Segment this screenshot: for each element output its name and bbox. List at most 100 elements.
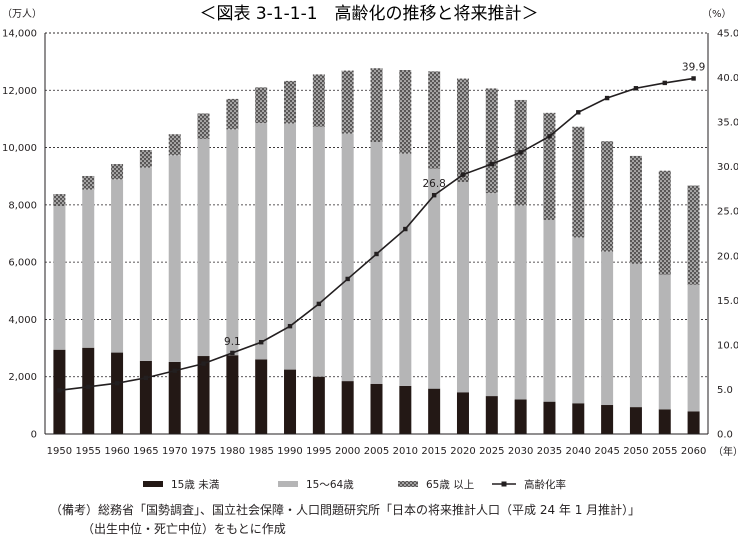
bar-15-64 <box>428 168 441 389</box>
bar-15-64 <box>53 206 66 350</box>
bar-under-15 <box>197 356 210 434</box>
aging-rate-point <box>403 226 408 232</box>
bar-65-plus <box>341 70 354 134</box>
bar-15-64 <box>168 155 181 362</box>
x-tick-label: 2055 <box>652 446 677 457</box>
x-tick-label: 2030 <box>508 446 533 457</box>
bar-under-15 <box>255 359 268 434</box>
aging-rate-point <box>547 134 552 139</box>
x-axis-ticks: 1950 1955 1960 1965 1970 1975 1980 1985 1990 1995… <box>47 446 707 457</box>
bar-65-plus <box>284 80 297 124</box>
bar-65-plus <box>601 141 614 252</box>
aging-rate-point <box>114 381 120 386</box>
x-tick-label: 1980 <box>220 446 245 457</box>
bar-15-64 <box>111 179 124 353</box>
bar-65-plus <box>255 87 268 124</box>
right-tick-label: 20.0 <box>717 251 738 262</box>
right-tick-label: 15.0 <box>717 296 738 307</box>
x-tick-label: 2005 <box>364 446 389 457</box>
aging-rate-point <box>316 301 322 307</box>
bar-65-plus <box>53 194 66 207</box>
aging-rate-point <box>287 323 293 329</box>
bar-65-plus <box>428 71 441 169</box>
x-tick-label: 2050 <box>623 446 648 457</box>
aging-rate-point <box>489 161 495 167</box>
aging-rate-point <box>604 95 610 101</box>
legend-line-marker <box>501 481 507 487</box>
x-tick-label: 2060 <box>681 446 706 457</box>
right-tick-label: 0.0 <box>717 430 733 441</box>
left-tick-label: 4,000 <box>8 315 37 326</box>
aging-rate-point <box>518 150 523 155</box>
left-axis-unit: （万人） <box>2 8 42 20</box>
bar-15-64 <box>658 274 671 410</box>
bar-under-15 <box>226 355 239 434</box>
chart-title: ＜図表 3-1-1-1 高齢化の推移と将来推計＞ <box>199 4 538 24</box>
data-label: 26.8 <box>422 178 445 190</box>
x-axis-unit: （年） <box>713 445 738 458</box>
x-tick-label: 1975 <box>191 446 216 457</box>
bar-under-15 <box>543 401 556 434</box>
bar-under-15 <box>168 361 181 434</box>
note-line-2: （出生中位・死亡中位）をもとに作成 <box>82 522 286 536</box>
legend-swatch <box>143 481 163 487</box>
bar-under-15 <box>572 403 585 434</box>
x-tick-label: 1960 <box>104 446 129 457</box>
bar-15-64 <box>687 284 700 412</box>
left-tick-label: 2,000 <box>8 372 37 383</box>
legend-label: 65歳 以上 <box>426 479 474 491</box>
right-tick-label: 5.0 <box>717 385 733 396</box>
bar-under-15 <box>687 411 700 434</box>
bar-under-15 <box>370 383 383 434</box>
aging-rate-point <box>230 350 235 356</box>
bar-under-15 <box>312 376 325 434</box>
legend: 15歳 未満 15～64歳 65歳 以上 高齢化率 <box>143 478 566 491</box>
bar-under-15 <box>111 352 124 434</box>
bar-65-plus <box>543 112 556 220</box>
bar-15-64 <box>82 189 95 348</box>
data-label: 39.9 <box>682 61 705 73</box>
right-tick-label: 45.0 <box>717 29 738 40</box>
left-tick-label: 6,000 <box>8 258 37 269</box>
bar-65-plus <box>399 70 412 154</box>
bar-15-64 <box>341 133 354 382</box>
aging-rate-point <box>57 388 62 393</box>
bar-under-15 <box>428 388 441 434</box>
data-label: 9.1 <box>224 336 241 348</box>
left-axis-ticks: 0 2,000 4,000 6,000 8,000 10,000 12,000 14,000 <box>2 29 37 441</box>
legend-label: 15歳 未満 <box>171 479 220 491</box>
note-line-1: （備考）総務省「国勢調査」、国立社会保障・人口問題研究所「日本の将来推計人口（平… <box>50 503 641 517</box>
x-tick-label: 2010 <box>393 446 418 457</box>
aging-rate-point <box>576 110 581 115</box>
axes <box>44 32 709 435</box>
bars <box>53 68 700 434</box>
right-axis-unit: （%） <box>702 8 732 20</box>
bar-15-64 <box>370 142 383 384</box>
aging-rate-point <box>374 251 379 257</box>
bar-65-plus <box>82 175 95 190</box>
bar-15-64 <box>601 251 614 406</box>
right-tick-label: 10.0 <box>717 340 738 351</box>
aging-rate-line <box>57 76 696 393</box>
legend-swatch <box>278 481 298 487</box>
x-tick-label: 2035 <box>537 446 562 457</box>
bar-65-plus <box>485 88 498 194</box>
bar-65-plus <box>658 170 671 275</box>
aging-rate-point <box>258 340 264 345</box>
bar-under-15 <box>514 399 527 434</box>
bar-15-64 <box>514 205 527 400</box>
right-tick-label: 30.0 <box>717 162 738 173</box>
bar-15-64 <box>456 182 469 393</box>
bar-under-15 <box>485 396 498 434</box>
aging-rate-point <box>460 172 466 177</box>
bar-65-plus <box>572 126 585 238</box>
bar-65-plus <box>456 78 469 183</box>
bar-65-plus <box>312 74 325 127</box>
aging-rate-point <box>201 361 206 366</box>
bar-under-15 <box>456 392 469 434</box>
chart: ＜図表 3-1-1-1 高齢化の推移と将来推計＞ （万人） （%） （年） 0 2… <box>2 4 738 491</box>
x-tick-label: 1990 <box>277 446 302 457</box>
bar-65-plus <box>687 185 700 285</box>
bar-under-15 <box>399 385 412 434</box>
bar-15-64 <box>485 193 498 397</box>
